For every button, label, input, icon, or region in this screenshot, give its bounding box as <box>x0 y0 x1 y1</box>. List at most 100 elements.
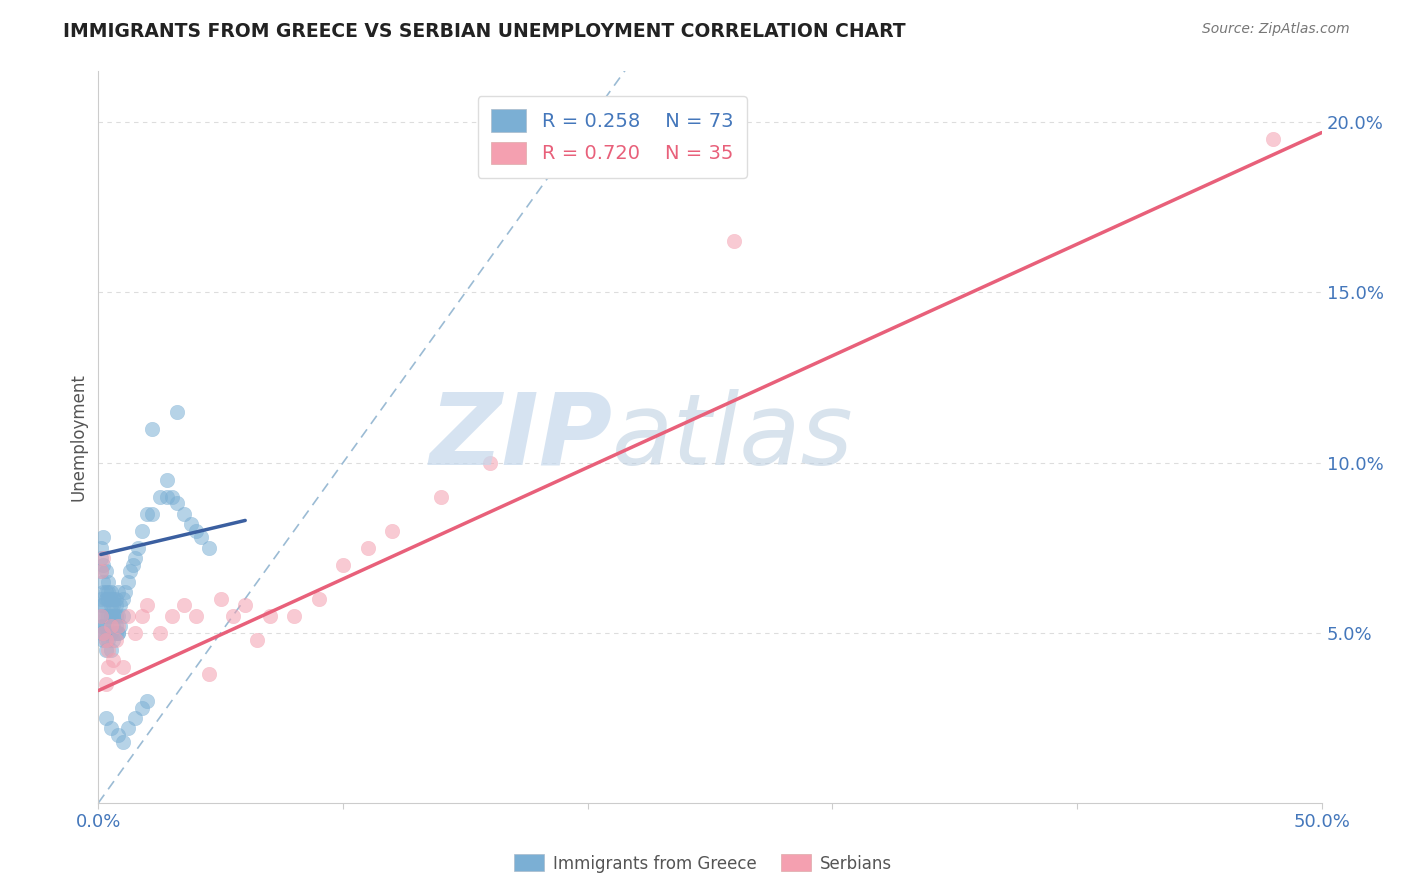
Point <box>91 599 114 613</box>
Point <box>94 711 117 725</box>
Point <box>381 524 404 538</box>
Point <box>141 421 163 435</box>
Point <box>136 694 159 708</box>
Point <box>166 496 188 510</box>
Point <box>117 721 139 735</box>
Point <box>136 507 159 521</box>
Point <box>156 473 179 487</box>
Point <box>356 541 378 555</box>
Point <box>90 625 112 640</box>
Point <box>197 666 219 681</box>
Point <box>121 558 143 572</box>
Point <box>97 585 120 599</box>
Point <box>114 585 136 599</box>
Point <box>97 608 120 623</box>
Point <box>141 507 163 521</box>
Point <box>149 490 172 504</box>
Point <box>107 728 129 742</box>
Point <box>160 490 183 504</box>
Point <box>124 625 146 640</box>
Point <box>101 619 124 633</box>
Point <box>90 541 112 555</box>
Point <box>94 608 117 623</box>
Point <box>131 700 153 714</box>
Text: Source: ZipAtlas.com: Source: ZipAtlas.com <box>1202 22 1350 37</box>
Point <box>94 585 117 599</box>
Point <box>180 516 202 531</box>
Point <box>90 565 112 579</box>
Point <box>104 591 127 606</box>
Point <box>100 721 122 735</box>
Point <box>308 591 330 606</box>
Point <box>97 659 120 673</box>
Point <box>110 619 132 633</box>
Point <box>90 591 112 606</box>
Point <box>91 558 114 572</box>
Point <box>186 524 208 538</box>
Point <box>100 585 122 599</box>
Point <box>430 490 453 504</box>
Point <box>723 235 745 249</box>
Point <box>91 531 114 545</box>
Point <box>104 599 127 613</box>
Legend: R = 0.258    N = 73, R = 0.720    N = 35: R = 0.258 N = 73, R = 0.720 N = 35 <box>478 95 747 178</box>
Point <box>101 653 124 667</box>
Point <box>94 591 117 606</box>
Point <box>91 625 114 640</box>
Point <box>173 507 195 521</box>
Point <box>100 625 122 640</box>
Point <box>94 619 117 633</box>
Point <box>131 608 153 623</box>
Point <box>101 608 124 623</box>
Point <box>166 404 188 418</box>
Point <box>136 599 159 613</box>
Text: ZIP: ZIP <box>429 389 612 485</box>
Point <box>90 565 112 579</box>
Point <box>111 734 134 748</box>
Point <box>124 711 146 725</box>
Point <box>186 608 208 623</box>
Point <box>90 608 112 623</box>
Point <box>104 608 127 623</box>
Point <box>100 619 122 633</box>
Point <box>94 632 117 647</box>
Y-axis label: Unemployment: Unemployment <box>69 373 87 501</box>
Point <box>94 632 117 647</box>
Point <box>332 558 354 572</box>
Point <box>131 524 153 538</box>
Point <box>94 642 117 657</box>
Point <box>117 608 139 623</box>
Point <box>149 625 172 640</box>
Point <box>197 541 219 555</box>
Point <box>101 608 124 623</box>
Point <box>90 599 112 613</box>
Point <box>94 677 117 691</box>
Point <box>173 599 195 613</box>
Point <box>107 625 129 640</box>
Point <box>100 591 122 606</box>
Point <box>90 550 112 565</box>
Point <box>100 608 122 623</box>
Text: atlas: atlas <box>612 389 853 485</box>
Point <box>91 574 114 589</box>
Point <box>120 565 142 579</box>
Point <box>97 625 120 640</box>
Point <box>478 456 501 470</box>
Point <box>190 531 212 545</box>
Point <box>90 608 112 623</box>
Point <box>101 632 124 647</box>
Point <box>107 625 129 640</box>
Point <box>101 591 124 606</box>
Text: IMMIGRANTS FROM GREECE VS SERBIAN UNEMPLOYMENT CORRELATION CHART: IMMIGRANTS FROM GREECE VS SERBIAN UNEMPL… <box>63 22 905 41</box>
Point <box>97 642 120 657</box>
Point <box>111 608 134 623</box>
Point <box>259 608 281 623</box>
Point <box>156 490 179 504</box>
Point <box>100 642 122 657</box>
Point <box>117 574 139 589</box>
Legend: Immigrants from Greece, Serbians: Immigrants from Greece, Serbians <box>508 847 898 880</box>
Point <box>104 625 127 640</box>
Point <box>246 632 269 647</box>
Point <box>91 632 114 647</box>
Point <box>97 591 120 606</box>
